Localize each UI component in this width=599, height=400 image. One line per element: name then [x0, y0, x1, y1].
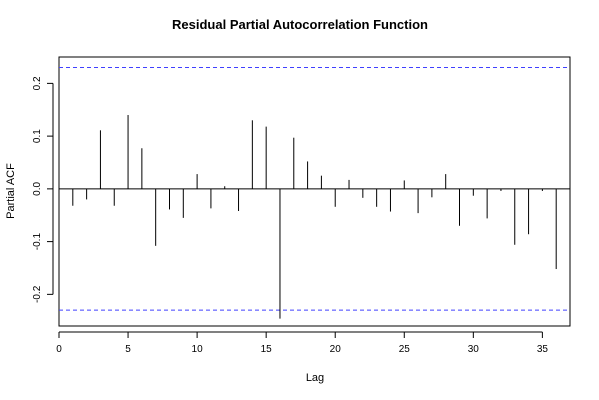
x-tick-label: 20 [330, 344, 342, 355]
x-axis-label: Lag [306, 372, 324, 384]
confidence-bounds [59, 67, 570, 311]
pacf-bars [59, 115, 570, 319]
y-tick-label: 0.2 [32, 76, 43, 90]
x-tick-label: 35 [537, 344, 549, 355]
x-axis: 0 5 10 15 20 25 30 35 [56, 331, 549, 355]
y-tick-label: 0.0 [32, 181, 43, 195]
x-tick-label: 15 [261, 344, 273, 355]
x-tick-label: 10 [192, 344, 204, 355]
x-tick-label: 30 [468, 344, 480, 355]
x-tick-label: 0 [56, 344, 62, 355]
y-tick-label: -0.2 [32, 285, 43, 303]
y-axis: -0.2 -0.1 0.0 0.1 0.2 [32, 76, 54, 303]
x-tick-label: 5 [125, 344, 131, 355]
x-tick-label: 25 [399, 344, 411, 355]
y-axis-label: Partial ACF [5, 163, 17, 219]
y-tick-label: -0.1 [32, 233, 43, 251]
y-tick-label: 0.1 [32, 129, 43, 143]
plot-frame [58, 56, 571, 327]
chart-title: Residual Partial Autocorrelation Functio… [172, 17, 428, 32]
